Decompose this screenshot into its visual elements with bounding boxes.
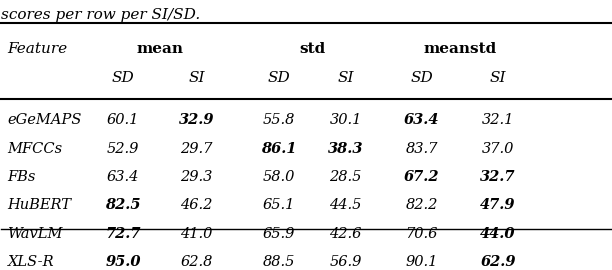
Text: MFCCs: MFCCs xyxy=(7,142,62,156)
Text: 63.4: 63.4 xyxy=(404,113,439,127)
Text: 32.7: 32.7 xyxy=(480,170,516,184)
Text: 67.2: 67.2 xyxy=(404,170,439,184)
Text: SD: SD xyxy=(411,71,433,85)
Text: 62.8: 62.8 xyxy=(180,255,212,269)
Text: 82.2: 82.2 xyxy=(406,198,438,212)
Text: 32.9: 32.9 xyxy=(179,113,214,127)
Text: 29.7: 29.7 xyxy=(180,142,212,156)
Text: SI: SI xyxy=(490,71,506,85)
Text: 41.0: 41.0 xyxy=(180,227,212,241)
Text: 44.0: 44.0 xyxy=(480,227,516,241)
Text: 55.8: 55.8 xyxy=(263,113,295,127)
Text: Feature: Feature xyxy=(7,42,67,56)
Text: scores per row per SI/SD.: scores per row per SI/SD. xyxy=(1,8,201,22)
Text: 58.0: 58.0 xyxy=(263,170,295,184)
Text: 42.6: 42.6 xyxy=(329,227,362,241)
Text: 65.1: 65.1 xyxy=(263,198,295,212)
Text: XLS-R: XLS-R xyxy=(7,255,54,269)
Text: 38.3: 38.3 xyxy=(328,142,364,156)
Text: eGeMAPS: eGeMAPS xyxy=(7,113,82,127)
Text: 95.0: 95.0 xyxy=(105,255,141,269)
Text: mean: mean xyxy=(136,42,183,56)
Text: 62.9: 62.9 xyxy=(480,255,516,269)
Text: 65.9: 65.9 xyxy=(263,227,295,241)
Text: 88.5: 88.5 xyxy=(263,255,295,269)
Text: SI: SI xyxy=(337,71,354,85)
Text: FBs: FBs xyxy=(7,170,36,184)
Text: std: std xyxy=(299,42,325,56)
Text: 90.1: 90.1 xyxy=(406,255,438,269)
Text: 83.7: 83.7 xyxy=(406,142,438,156)
Text: 37.0: 37.0 xyxy=(482,142,514,156)
Text: 72.7: 72.7 xyxy=(105,227,141,241)
Text: SI: SI xyxy=(188,71,204,85)
Text: 47.9: 47.9 xyxy=(480,198,516,212)
Text: SD: SD xyxy=(112,71,135,85)
Text: 70.6: 70.6 xyxy=(406,227,438,241)
Text: 29.3: 29.3 xyxy=(180,170,212,184)
Text: 30.1: 30.1 xyxy=(329,113,362,127)
Text: 28.5: 28.5 xyxy=(329,170,362,184)
Text: 82.5: 82.5 xyxy=(105,198,141,212)
Text: HuBERT: HuBERT xyxy=(7,198,72,212)
Text: 32.1: 32.1 xyxy=(482,113,514,127)
Text: WavLM: WavLM xyxy=(7,227,63,241)
Text: meanstd: meanstd xyxy=(424,42,496,56)
Text: 86.1: 86.1 xyxy=(261,142,296,156)
Text: SD: SD xyxy=(267,71,290,85)
Text: 44.5: 44.5 xyxy=(329,198,362,212)
Text: 52.9: 52.9 xyxy=(107,142,140,156)
Text: 63.4: 63.4 xyxy=(107,170,140,184)
Text: 46.2: 46.2 xyxy=(180,198,212,212)
Text: 60.1: 60.1 xyxy=(107,113,140,127)
Text: 56.9: 56.9 xyxy=(329,255,362,269)
